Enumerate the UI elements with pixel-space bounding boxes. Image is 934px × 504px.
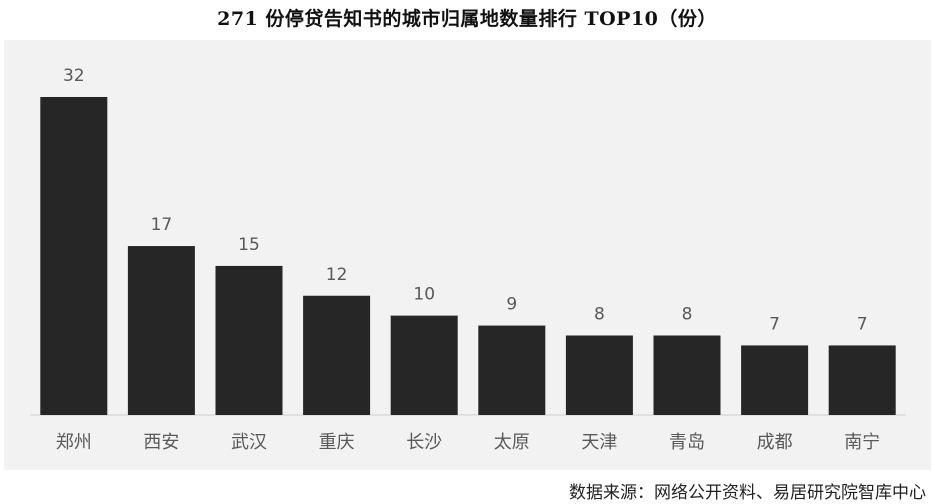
category-label-4: 重庆 (319, 432, 355, 453)
bar-3 (215, 265, 283, 415)
bar-8 (653, 335, 721, 415)
bar-7 (565, 335, 633, 415)
category-label-5: 长沙 (406, 432, 442, 453)
value-label-5: 10 (413, 285, 435, 305)
bar-1 (40, 97, 108, 415)
bar-6 (478, 325, 546, 415)
bar-10 (828, 345, 896, 415)
value-label-2: 17 (151, 215, 173, 235)
value-label-3: 15 (238, 235, 260, 255)
value-label-7: 8 (594, 305, 605, 325)
chart-title: 271 份停贷告知书的城市归属地数量排行 TOP10（份） (217, 8, 717, 30)
value-label-6: 9 (506, 295, 517, 315)
category-label-7: 天津 (581, 432, 617, 453)
category-label-2: 西安 (143, 432, 179, 453)
category-label-6: 太原 (494, 432, 530, 453)
bar-2 (127, 246, 195, 415)
category-label-1: 郑州 (56, 432, 92, 453)
bar-5 (390, 315, 458, 415)
value-label-4: 12 (326, 265, 348, 285)
value-label-10: 7 (857, 314, 868, 334)
bar-9 (741, 345, 809, 415)
value-label-8: 8 (682, 305, 693, 325)
value-label-9: 7 (769, 314, 780, 334)
category-label-3: 武汉 (231, 432, 267, 453)
source-note: 数据来源：网络公开资料、易居研究院智库中心 (569, 483, 926, 503)
category-label-8: 青岛 (669, 432, 705, 453)
value-label-1: 32 (63, 66, 85, 86)
bar-4 (303, 295, 371, 415)
category-label-10: 南宁 (844, 432, 880, 453)
category-label-9: 成都 (757, 432, 793, 453)
